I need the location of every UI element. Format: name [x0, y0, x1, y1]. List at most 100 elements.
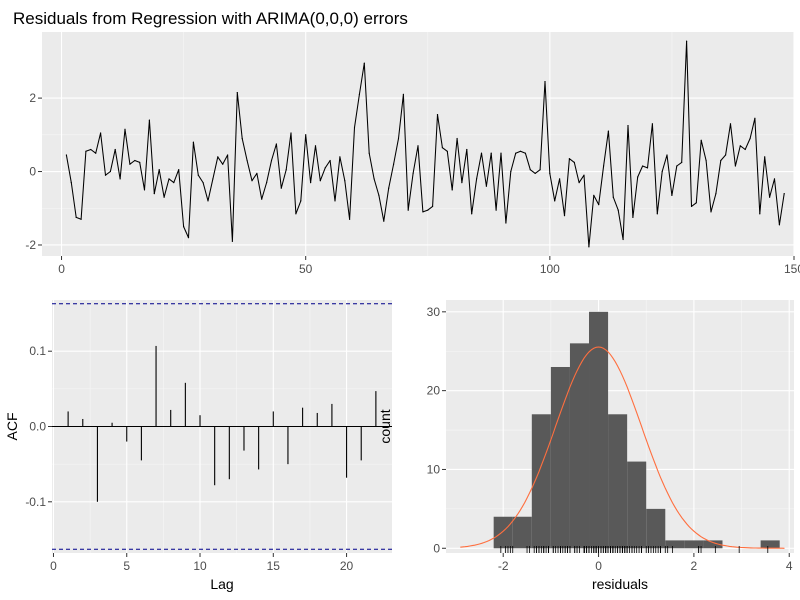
residual-point: [554, 200, 556, 202]
residual-point: [476, 178, 478, 180]
x-tick-label: 4: [786, 559, 793, 573]
residual-point: [769, 196, 771, 198]
histogram-bar: [493, 516, 513, 549]
residual-point: [173, 182, 175, 184]
residual-point: [495, 209, 497, 211]
residual-point: [85, 150, 87, 152]
residual-point: [725, 154, 727, 156]
residual-point: [764, 156, 766, 158]
residual-point: [427, 209, 429, 211]
residual-point: [168, 178, 170, 180]
x-tick-label: 5: [123, 559, 130, 573]
histogram-bar: [760, 540, 780, 549]
residual-point: [139, 161, 141, 163]
residual-point: [339, 156, 341, 158]
residual-point: [290, 132, 292, 134]
residual-point: [412, 172, 414, 174]
residual-point: [236, 92, 238, 94]
residual-point: [285, 169, 287, 171]
residual-point: [153, 193, 155, 195]
histogram-bar: [531, 414, 551, 549]
residual-point: [744, 148, 746, 151]
residual-point: [363, 62, 365, 64]
y-tick-label: 0: [433, 541, 440, 555]
residual-point: [402, 93, 404, 95]
residual-point: [319, 180, 321, 182]
x-tick-label: 0: [595, 559, 602, 573]
residual-point: [397, 137, 400, 140]
residual-point: [456, 137, 458, 140]
residual-point: [612, 196, 614, 198]
residual-point: [407, 209, 409, 211]
histogram-bar: [589, 311, 609, 549]
residual-point: [524, 152, 527, 154]
residual-point: [578, 182, 580, 184]
y-tick-label: 0.1: [29, 344, 46, 358]
residual-point: [148, 119, 150, 121]
residual-point: [275, 143, 277, 145]
residual-point: [95, 152, 97, 154]
residual-point: [295, 213, 297, 215]
residual-point: [207, 200, 209, 202]
histogram-bar: [512, 516, 532, 549]
residual-point: [378, 194, 380, 196]
residual-point: [656, 213, 658, 215]
residual-point: [227, 154, 229, 156]
residual-point: [178, 169, 180, 171]
residual-point: [383, 220, 385, 222]
histogram-bar: [627, 461, 647, 549]
residuals-plot-title: Residuals from Regression with ARIMA(0,0…: [13, 9, 408, 28]
y-tick-label: -0.1: [25, 495, 46, 509]
y-tick-label: 30: [427, 305, 441, 319]
residual-point: [246, 159, 248, 162]
residual-point: [510, 170, 512, 173]
histogram-bar: [703, 540, 723, 549]
residual-point: [187, 237, 190, 239]
residual-point: [314, 145, 317, 147]
residual-point: [217, 156, 219, 158]
residual-point: [534, 172, 536, 174]
residual-point: [598, 204, 600, 206]
y-tick-label: -2: [25, 238, 36, 252]
residual-point: [759, 213, 761, 215]
residual-point: [393, 163, 395, 165]
residual-point: [773, 178, 776, 180]
residual-point: [344, 180, 346, 182]
y-axis-title: ACF: [4, 413, 20, 441]
residual-point: [778, 224, 781, 226]
residual-point: [197, 174, 199, 176]
histogram-bar: [550, 366, 570, 549]
residual-point: [754, 117, 756, 119]
normal-density-curve: [460, 346, 785, 549]
residual-point: [637, 176, 639, 178]
residual-point: [432, 205, 434, 207]
residual-point: [563, 215, 566, 217]
x-tick-label: 2: [691, 559, 698, 573]
residual-point: [529, 169, 531, 171]
residual-point: [471, 213, 473, 215]
x-tick-label: 0: [50, 559, 57, 573]
residual-point: [720, 159, 722, 162]
residual-point: [627, 125, 629, 127]
residual-point: [231, 240, 233, 242]
residual-point: [549, 172, 551, 174]
x-tick-label: 10: [193, 559, 207, 573]
x-tick-label: 15: [267, 559, 281, 573]
acf-panel: 0 5 10 15 20 -0.1 0.0 0.1 Lag ACF: [4, 300, 392, 592]
residual-point: [700, 139, 702, 141]
y-tick-label: 2: [29, 91, 36, 105]
residual-point: [734, 165, 737, 167]
residual-point: [710, 211, 712, 213]
residual-point: [466, 148, 468, 151]
residual-point: [134, 159, 136, 162]
residual-point: [183, 226, 185, 228]
residual-point: [715, 193, 717, 195]
residual-point: [676, 165, 678, 167]
residual-point: [446, 150, 448, 152]
residual-point: [104, 174, 107, 176]
residual-point: [158, 169, 160, 171]
histogram-bar: [608, 414, 628, 549]
x-tick-label: 20: [340, 559, 354, 573]
residual-point: [559, 178, 561, 180]
residual-point: [607, 130, 610, 132]
